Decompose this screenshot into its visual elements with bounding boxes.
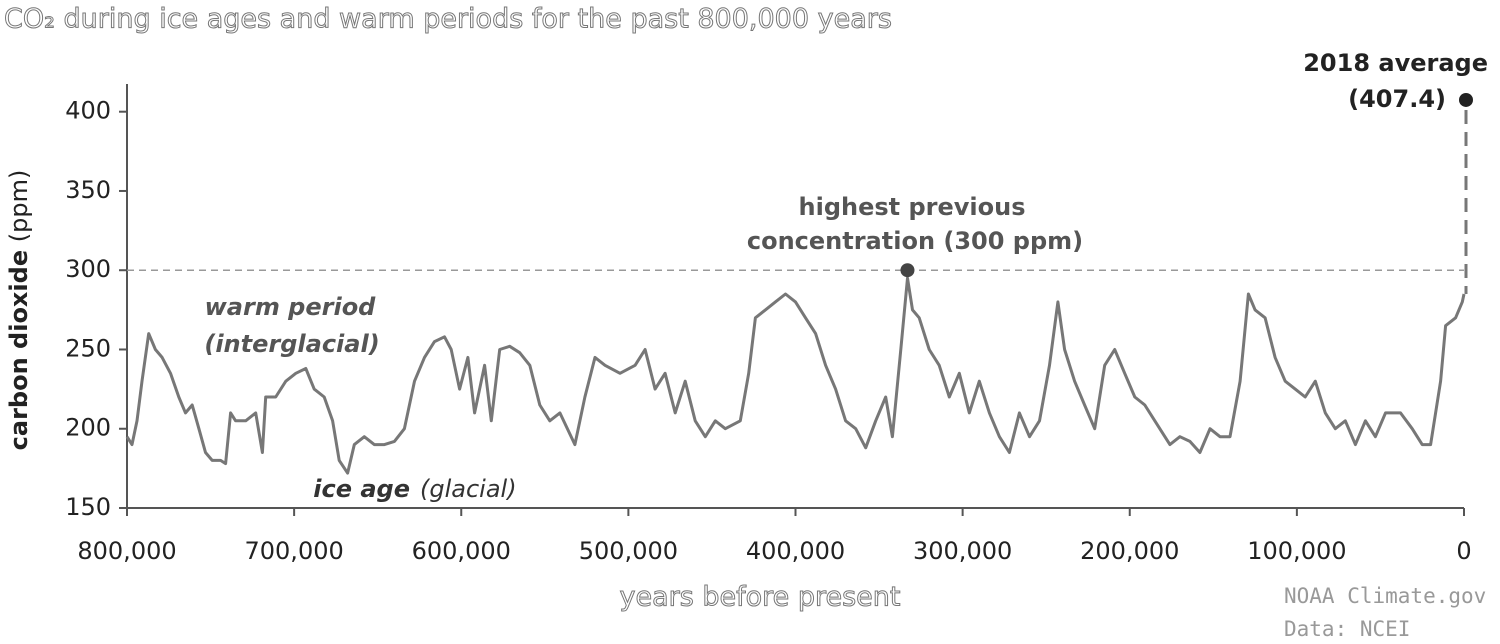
y-label-unit: (ppm) [5, 170, 33, 243]
chart-title: CO₂ during ice ages and warm periods for… [4, 4, 892, 35]
y-tick-label: 400 [65, 97, 111, 125]
highlight-point [900, 263, 915, 278]
y-tick-label: 200 [65, 414, 111, 442]
y-axis-label: carbon dioxide (ppm) [5, 170, 33, 451]
credit: NOAA Climate.gov [1284, 584, 1486, 608]
annotation: highest previous [799, 193, 1026, 221]
annotation: 2018 average [1303, 49, 1488, 77]
co2-line [125, 276, 1466, 475]
y-tick-label: 150 [65, 493, 111, 521]
x-tick-label: 500,000 [579, 537, 678, 565]
annotation: concentration (300 ppm) [747, 227, 1083, 255]
x-tick-label: 700,000 [245, 537, 344, 565]
x-tick-label: 0 [1456, 537, 1471, 565]
y-tick-label: 300 [65, 255, 111, 283]
x-tick-label: 300,000 [913, 537, 1012, 565]
annotation: (interglacial) [204, 330, 379, 358]
annotation: ice age [313, 475, 410, 503]
x-tick-label: 100,000 [1247, 537, 1346, 565]
x-tick-label: 400,000 [746, 537, 845, 565]
y-tick-label: 250 [65, 334, 111, 362]
annotation: (glacial) [420, 475, 517, 503]
x-tick-label: 200,000 [1080, 537, 1179, 565]
annotation: (407.4) [1348, 85, 1446, 113]
annotation: warm period [205, 293, 377, 321]
highlight-point [1459, 92, 1473, 107]
x-axis-label: years before present [620, 582, 901, 613]
y-tick-label: 350 [65, 176, 111, 204]
x-tick-label: 800,000 [77, 537, 176, 565]
y-label-main: carbon dioxide [5, 250, 33, 450]
x-tick-label: 600,000 [412, 537, 511, 565]
credit: Data: NCEI [1284, 617, 1410, 641]
